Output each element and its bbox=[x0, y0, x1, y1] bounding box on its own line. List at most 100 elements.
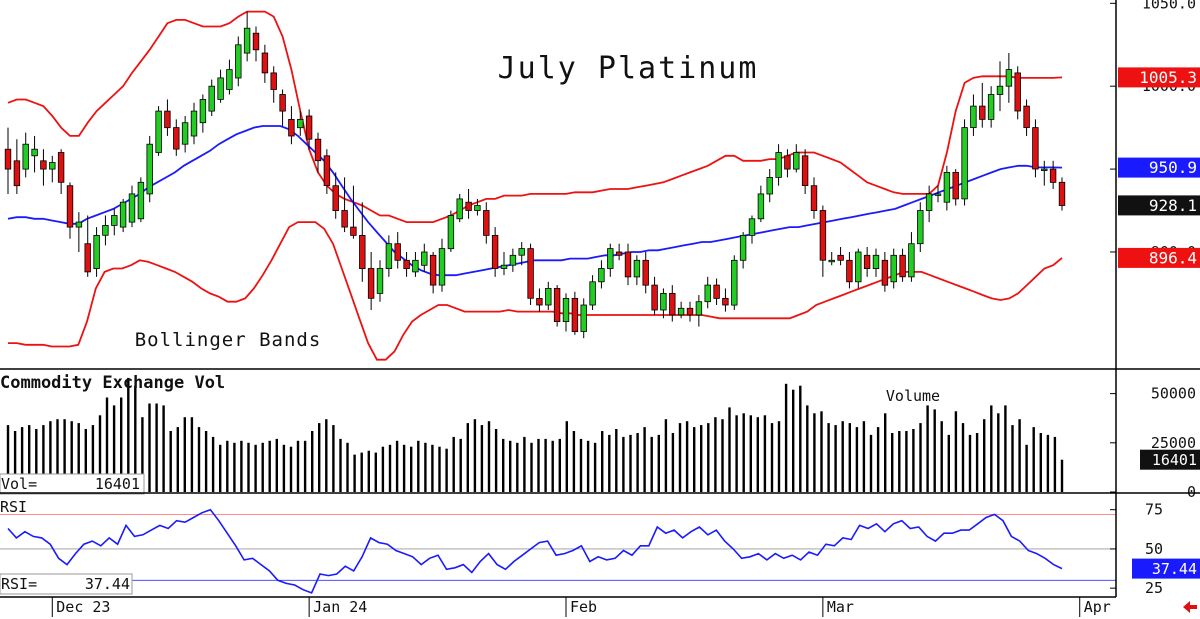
volume-bar bbox=[1039, 433, 1042, 492]
volume-bar bbox=[862, 421, 866, 492]
volume-bar bbox=[91, 425, 95, 492]
x-tick-label: Jan 24 bbox=[313, 598, 367, 616]
volume-bar bbox=[141, 417, 144, 492]
candle bbox=[199, 94, 207, 133]
volume-bar bbox=[204, 431, 208, 492]
candle bbox=[465, 188, 472, 219]
candle bbox=[323, 149, 331, 194]
volume-bar bbox=[233, 442, 236, 492]
volume-bar bbox=[303, 440, 307, 492]
candle bbox=[615, 243, 623, 261]
volume-bar bbox=[155, 403, 158, 492]
volume-bar bbox=[381, 446, 385, 492]
candle bbox=[208, 79, 215, 117]
volume-bar bbox=[473, 419, 477, 492]
volume-bar bbox=[1004, 405, 1007, 492]
scroll-left-arrow-icon[interactable] bbox=[1183, 601, 1197, 613]
volume-bar bbox=[643, 427, 646, 492]
candle bbox=[403, 251, 410, 277]
volume-bar bbox=[558, 438, 561, 492]
candle bbox=[801, 149, 809, 194]
volume-bar bbox=[855, 427, 859, 492]
candle bbox=[305, 109, 313, 150]
candle bbox=[934, 185, 942, 203]
candle bbox=[102, 215, 109, 246]
volume-bar bbox=[763, 415, 767, 492]
volume-bar bbox=[700, 425, 703, 492]
volume-bar bbox=[134, 385, 137, 492]
volume-readout-value: 16401 bbox=[95, 475, 140, 493]
volume-bar bbox=[261, 442, 264, 492]
volume-bar bbox=[353, 454, 356, 492]
volume-bar bbox=[537, 438, 540, 492]
rsi-readout-label: RSI= bbox=[1, 575, 37, 593]
price-marker-label: 1005.3 bbox=[1139, 68, 1197, 87]
volume-bar bbox=[891, 433, 894, 492]
volume-bar bbox=[975, 433, 979, 492]
volume-panel: Commodity Exchange Vol Volume Vol= 16401… bbox=[0, 373, 1200, 501]
candle bbox=[31, 135, 38, 173]
volume-bar bbox=[268, 440, 271, 492]
candle bbox=[925, 185, 933, 223]
volume-bar bbox=[120, 397, 123, 492]
volume-marker-label: 16401 bbox=[1152, 451, 1197, 469]
candle bbox=[855, 248, 862, 289]
volume-bar bbox=[162, 405, 165, 492]
volume-bar bbox=[735, 415, 738, 492]
rsi-tick-label: 50 bbox=[1145, 540, 1163, 558]
volume-bar bbox=[565, 421, 568, 492]
candle bbox=[837, 246, 844, 266]
volume-bar bbox=[544, 438, 547, 492]
candle bbox=[270, 66, 277, 103]
volume-bar bbox=[834, 425, 837, 492]
volume-bar bbox=[105, 397, 109, 492]
candle bbox=[607, 243, 614, 277]
volume-bar bbox=[657, 434, 660, 492]
candle bbox=[669, 285, 676, 322]
candle bbox=[509, 248, 517, 272]
candle bbox=[863, 246, 871, 277]
candle bbox=[1005, 53, 1013, 103]
bollinger-label: Bollinger Bands bbox=[135, 329, 322, 351]
price-marker-label: 896.4 bbox=[1149, 248, 1197, 267]
volume-bar bbox=[502, 438, 505, 492]
volume-bar bbox=[997, 413, 1000, 492]
volume-tick-label: 0 bbox=[1187, 483, 1196, 501]
volume-bar bbox=[452, 436, 455, 492]
volume-label: Volume bbox=[886, 387, 940, 405]
volume-bar bbox=[494, 429, 498, 492]
volume-bar bbox=[6, 425, 10, 492]
candle bbox=[624, 243, 632, 286]
x-tick-label: Mar bbox=[827, 598, 854, 616]
volume-bar bbox=[28, 425, 31, 492]
candle bbox=[429, 251, 437, 294]
volume-bar bbox=[98, 415, 102, 492]
candle bbox=[155, 106, 162, 156]
price-panel: July Platinum Bollinger Bands 1050.01000… bbox=[4, 0, 1200, 361]
volume-bar bbox=[721, 419, 724, 492]
volume-bar bbox=[289, 446, 293, 492]
volume-bar bbox=[636, 433, 639, 492]
candle bbox=[500, 251, 508, 276]
candle bbox=[483, 202, 490, 244]
volume-bar bbox=[1060, 459, 1064, 492]
candle bbox=[394, 232, 401, 269]
candle bbox=[288, 106, 295, 145]
volume-bar bbox=[438, 446, 441, 492]
volume-bar bbox=[869, 434, 873, 492]
volume-bar bbox=[367, 450, 370, 492]
volume-bar bbox=[240, 440, 243, 492]
volume-bar bbox=[169, 431, 172, 492]
volume-bar bbox=[968, 434, 972, 492]
candle bbox=[677, 301, 685, 319]
volume-bar bbox=[1018, 419, 1021, 492]
volume-bar bbox=[799, 385, 802, 492]
volume-bar bbox=[884, 413, 887, 492]
candle bbox=[119, 198, 127, 233]
volume-bar bbox=[388, 444, 392, 492]
volume-bar bbox=[876, 427, 880, 492]
volume-bar bbox=[601, 431, 604, 492]
candle bbox=[881, 251, 889, 292]
volume-bar bbox=[1011, 425, 1014, 492]
candle bbox=[1041, 160, 1048, 186]
